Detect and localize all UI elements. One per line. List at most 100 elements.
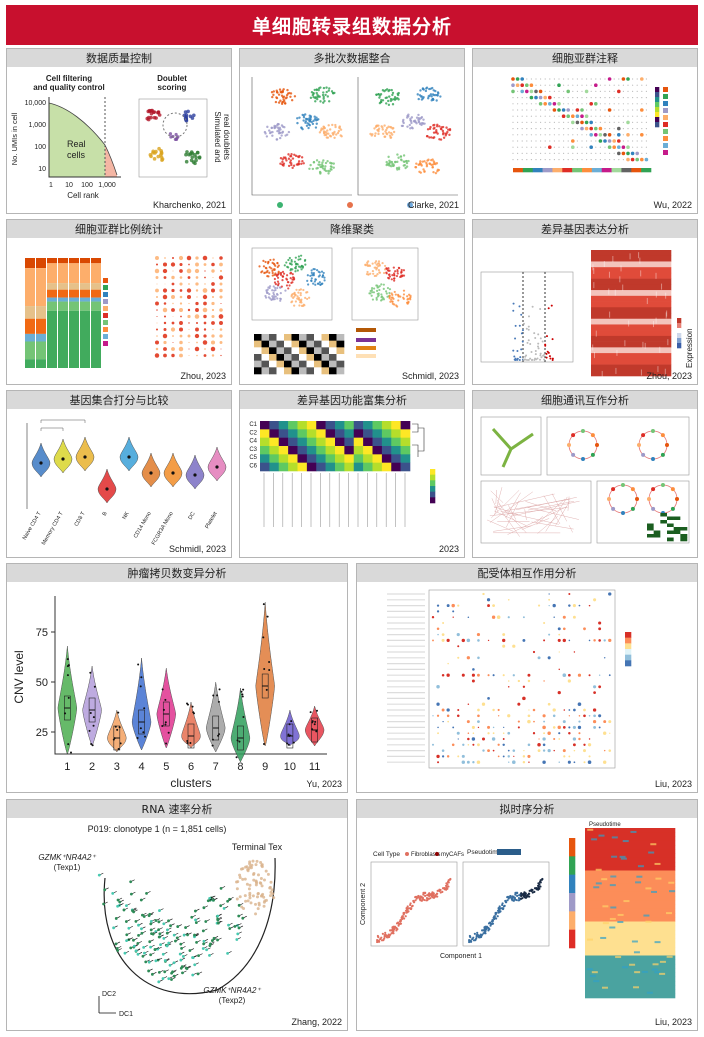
decor-dot — [439, 95, 442, 98]
decor-dot — [204, 920, 208, 923]
decor-dot — [338, 126, 341, 130]
heatmap-noise — [601, 370, 603, 377]
decor-dot — [139, 727, 142, 730]
decor-dot — [543, 358, 546, 361]
decor-dot — [391, 293, 394, 297]
decor-dot — [179, 353, 183, 358]
decor-dot — [593, 639, 596, 642]
decor-dot — [93, 685, 96, 688]
decor-dot — [421, 87, 425, 90]
decor-dot — [540, 152, 542, 154]
violin — [185, 454, 205, 490]
decor-dot — [311, 728, 314, 731]
panel: 差异基因功能富集分析 C1 C2 C4 C3 C5 C6 2023 — [239, 390, 465, 558]
panel: 降维聚类 Schmidl, 2023 — [239, 219, 465, 385]
arrow — [489, 491, 533, 523]
decor-dot — [127, 926, 131, 930]
decor-dot — [436, 702, 440, 706]
heatmap-cell — [653, 513, 661, 517]
decor-dot — [497, 755, 500, 758]
decor-dot — [152, 115, 157, 120]
decor-dot — [312, 273, 315, 276]
decor-dot — [197, 954, 200, 958]
decor-dot — [393, 277, 396, 280]
decor-dot — [387, 277, 391, 280]
heatmap-noise — [638, 252, 640, 259]
decor-dot — [136, 952, 140, 956]
decor-dot — [393, 303, 396, 306]
decor-dot — [373, 134, 377, 138]
decor-dot — [179, 321, 183, 325]
decor-dot — [423, 160, 426, 163]
decor-dot — [192, 113, 196, 118]
decor-dot — [541, 340, 544, 343]
heatmap-noise — [623, 900, 630, 903]
decor-dot — [295, 163, 299, 166]
decor-dot — [268, 271, 271, 274]
heatmap-cell — [254, 334, 262, 341]
decor-dot — [472, 732, 475, 734]
decor-dot — [397, 98, 400, 101]
heatmap-cell — [260, 462, 270, 472]
decor-dot — [523, 322, 526, 325]
decor-dot — [274, 264, 277, 267]
decor-dot — [295, 262, 298, 265]
decor-dot — [428, 94, 431, 97]
heatmap-noise — [593, 282, 595, 289]
decor-dot — [626, 120, 630, 125]
heatmap-cell — [372, 421, 383, 430]
banner-title: 单细胞转录组数据分析 — [6, 5, 698, 45]
decor-dot — [595, 140, 597, 142]
decor-dot — [291, 157, 295, 160]
decor-dot — [281, 89, 284, 93]
panel: 配受体相互作用分析 Liu, 2023 — [356, 563, 698, 793]
stack-segment — [58, 289, 68, 298]
decor-dot — [259, 894, 263, 898]
decor-dot — [542, 743, 546, 747]
decor-dot — [604, 97, 606, 99]
stack-segment — [80, 289, 90, 298]
decor-dot — [522, 892, 526, 895]
decor-dot — [318, 281, 321, 284]
decor-dot — [175, 936, 179, 940]
decor-dot — [530, 351, 533, 354]
decor-dot — [595, 90, 597, 92]
decor-dot — [370, 294, 373, 297]
decor-dot — [382, 287, 385, 290]
decor-dot — [140, 927, 143, 931]
decor-dot — [467, 703, 470, 705]
heatmap-cell — [522, 168, 534, 173]
heatmap-cell — [260, 454, 270, 463]
decor-dot — [622, 90, 624, 92]
decor-dot — [588, 738, 591, 740]
legend-swatch — [663, 115, 668, 120]
arrow — [495, 489, 497, 504]
decor-dot — [632, 115, 634, 117]
decor-dot — [409, 298, 412, 301]
heatmap-cell — [680, 534, 688, 538]
decor-dot — [521, 340, 524, 343]
decor-dot — [306, 291, 309, 294]
decor-dot — [156, 335, 158, 337]
decor-dot — [553, 78, 555, 80]
decor-dot — [567, 146, 569, 148]
decor-dot — [603, 133, 607, 137]
heatmap-cell — [372, 462, 383, 472]
decor-dot — [276, 297, 279, 300]
decor-dot — [417, 113, 420, 117]
decor-dot — [575, 108, 580, 112]
decor-dot — [423, 170, 426, 173]
legend-swatch — [347, 202, 353, 208]
decor-dot — [334, 125, 337, 129]
stack-segment — [58, 258, 68, 264]
figure-label: No. UMIs in cell — [10, 112, 19, 165]
decor-dot — [632, 97, 634, 99]
arrow — [491, 498, 499, 512]
decor-dot — [266, 872, 270, 876]
decor-dot — [533, 890, 536, 893]
decor-dot — [156, 309, 158, 311]
decor-dot — [418, 163, 421, 166]
decor-dot — [264, 869, 268, 873]
decor-dot — [467, 737, 470, 741]
decor-dot — [430, 99, 433, 102]
